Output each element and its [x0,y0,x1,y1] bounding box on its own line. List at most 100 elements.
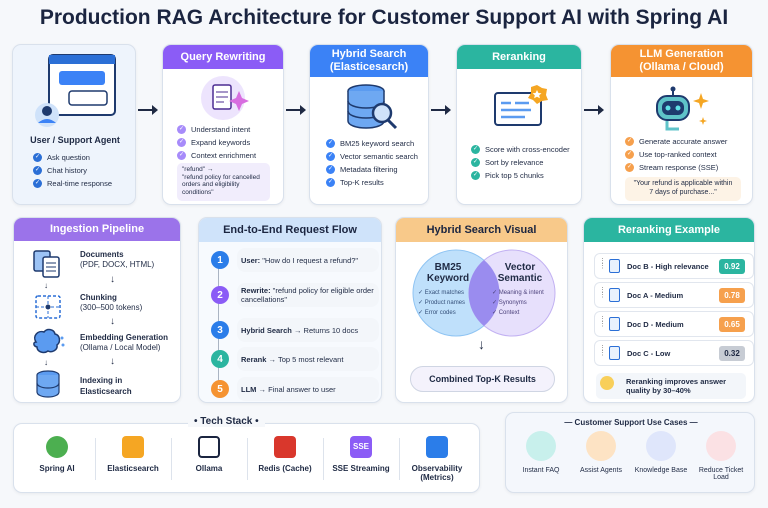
database-icon [36,370,60,398]
ingestion-pipeline-card: Ingestion Pipeline ↓ ↓ Documents (PDF, DO… [13,217,181,403]
check-icon: ✓ [177,125,186,134]
database-search-icon [347,84,398,130]
doc-label: Doc C - Low [627,349,671,358]
use-cases-card: — Customer Support Use Cases — Instant F… [505,412,755,493]
use-case-item: Reduce Ticket Load [692,431,750,481]
use-case-item: Assist Agents [572,431,630,474]
list-item: ✓ Use top-ranked context [625,150,717,159]
down-arrow-icon: ↓ [44,358,48,367]
rerank-doc-row: ⋮ ⋮ Doc B - High relevance 0.92 [594,253,754,279]
vector-items: ✓ Meaning & intent ✓ Synonyms ✓ Context [492,290,544,316]
tech-label: SSE Streaming [332,464,390,473]
check-icon: ✓ [177,138,186,147]
card-header: Hybrid Search Visual [396,218,567,242]
rerank-note-text: Reranking improves answer quality by 30–… [626,377,727,395]
list-item: ✓ Understand intent [177,125,251,134]
check-icon: ✓ [33,153,42,162]
tech-label: Redis (Cache) [258,464,312,473]
rerank-doc-row: ⋮ ⋮ Doc D - Medium 0.65 [594,311,754,337]
down-arrow-icon: ↓ [110,356,115,367]
llm-generation-card: LLM Generation (Ollama / Cloud) ✓ Generat… [610,44,753,205]
check-icon: ✓ [471,158,480,167]
check-icon: ✓ [471,145,480,154]
divider [323,438,324,480]
down-arrow-icon: ↓ [110,274,115,285]
robot-icon [656,86,709,131]
rerank-doc-row: ⋮ ⋮ Doc A - Medium 0.78 [594,282,754,308]
ranked-document-icon [494,85,548,126]
venn-diagram [412,249,556,337]
doc-label: Doc D - Medium [627,320,684,329]
tech-logo-icon [46,436,68,458]
documents-icon [33,250,60,278]
check-icon: ✓ [326,165,335,174]
list-item: ✓ Stream response (SSE) [625,163,719,172]
arrow-icon [584,105,604,115]
flow-step: 4 Rerank → Top 5 most relevant [209,347,379,373]
divider [171,438,172,480]
tech-label: Observability (Metrics) [411,464,463,482]
check-icon: ✓ [326,178,335,187]
drag-handle-icon[interactable]: ⋮ ⋮ [599,345,606,357]
use-case-icon [646,431,676,461]
user-card-title: User / Support Agent [30,135,120,145]
ingestion-step: Embedding Generation (Ollama / Local Mode… [80,333,169,352]
relevance-score: 0.65 [719,317,745,332]
flow-step: 5 LLM → Final answer to user [209,377,379,402]
tech-item: Ollama [174,436,244,473]
tech-item: Redis (Cache) [250,436,320,473]
rerank-doc-row: ⋮ ⋮ Doc C - Low 0.32 [594,340,754,366]
down-arrow-icon: ↓ [44,281,48,290]
check-icon: ✓ [33,179,42,188]
use-case-icon [526,431,556,461]
list-item: ✓ Chat history [33,166,88,175]
check-icon: ✓ [177,151,186,160]
use-case-label: Reduce Ticket Load [698,467,744,481]
drag-handle-icon[interactable]: ⋮ ⋮ [599,258,606,270]
list-item: ✓ Generate accurate answer [625,137,728,146]
drag-handle-icon[interactable]: ⋮ ⋮ [599,287,606,299]
list-item: ✓ Expand keywords [177,138,251,147]
flow-step: 1 User: "How do I request a refund?" [209,248,379,274]
list-item: ✓ Context enrichment [177,151,257,160]
hybrid-search-card: Hybrid Search (Elasticesarch) ✓ BM25 keyw… [309,44,429,205]
reranking-card: Reranking ✓ Score with cross-encoder ✓ Sor… [456,44,582,205]
list-item: ✓ BM25 keyword search [326,139,415,148]
doc-label: Doc A - Medium [627,291,684,300]
card-header: LLM Generation (Ollama / Cloud) [611,45,752,77]
ingestion-step: Documents (PDF, DOCX, HTML) [80,250,155,269]
rerank-note: Reranking improves answer quality by 30–… [596,373,746,399]
down-arrow-icon: ↓ [478,336,485,352]
tech-logo-icon: SSE [350,436,372,458]
card-header: Ingestion Pipeline [14,218,180,241]
card-header: Query Rewriting [163,45,283,69]
list-item: ✓ Top-K results [326,178,384,187]
list-item: ✓ Score with cross-encoder [471,145,570,154]
drag-handle-icon[interactable]: ⋮ ⋮ [599,316,606,328]
bm25-circle: BM25 Keyword [426,262,470,284]
rewrite-example: "refund" → "refund policy for cancelled … [177,163,270,201]
tech-logo-icon [274,436,296,458]
tech-item: Spring AI [22,436,92,473]
list-item: ✓ Ask question [33,153,90,162]
list-item: ✓ Pick top 5 chunks [471,171,544,180]
use-case-item: Instant FAQ [512,431,570,474]
tech-label: Elasticsearch [107,464,159,473]
check-icon: ✓ [625,137,634,146]
doc-label: Doc B - High relevance [627,262,709,271]
tech-stack-card: Spring AI Elasticsearch Ollama Redis (Cache… [13,423,480,493]
card-header: Reranking Example [584,218,754,242]
arrow-icon [286,105,306,115]
card-header: End-to-End Request Flow [199,218,381,242]
use-case-label: Knowledge Base [634,467,688,474]
list-item: ✓ Vector semantic search [326,152,418,161]
use-case-label: Assist Agents [579,467,623,474]
document-icon [609,346,620,360]
divider [95,438,96,480]
tech-logo-icon [122,436,144,458]
check-icon: ✓ [471,171,480,180]
use-cases-title: — Customer Support Use Cases — [564,418,698,427]
relevance-score: 0.32 [719,346,745,361]
tech-stack-title: • Tech Stack • [188,416,265,427]
brain-icon [33,328,65,354]
